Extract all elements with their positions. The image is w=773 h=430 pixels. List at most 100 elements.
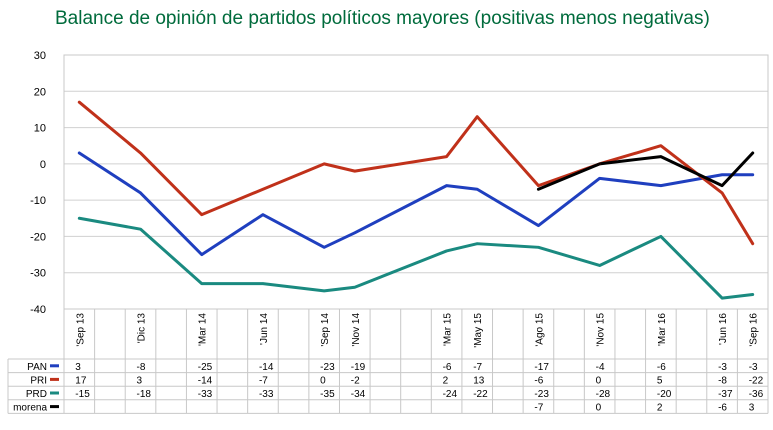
table-value: 3 bbox=[137, 375, 143, 386]
y-tick-label: 0 bbox=[40, 159, 46, 171]
x-tick-label: 'Sep 13 bbox=[75, 313, 86, 347]
legend-swatch-prd bbox=[50, 391, 59, 395]
y-tick-label: 10 bbox=[34, 123, 46, 135]
data-point-pan bbox=[353, 231, 356, 234]
data-point-prd bbox=[353, 286, 356, 289]
data-point-morena bbox=[751, 151, 754, 155]
data-point-pan bbox=[537, 224, 540, 227]
data-point-prd bbox=[537, 246, 540, 249]
table-value: -6 bbox=[534, 375, 543, 386]
table-value: 0 bbox=[596, 403, 602, 414]
table-value: -14 bbox=[259, 362, 274, 373]
table-value: -23 bbox=[534, 389, 549, 400]
x-tick-label: 'Sep 14 bbox=[320, 313, 331, 347]
data-point-pan bbox=[78, 151, 81, 155]
table-value: -23 bbox=[320, 362, 335, 373]
y-tick-label: 20 bbox=[34, 86, 46, 98]
y-tick-label: 30 bbox=[34, 50, 46, 62]
table-value: -8 bbox=[718, 375, 727, 386]
data-point-prd bbox=[598, 264, 601, 267]
table-value: -22 bbox=[473, 389, 488, 400]
table-value: -15 bbox=[75, 389, 90, 400]
table-value: -6 bbox=[718, 403, 727, 414]
x-tick-label: 'Dic 13 bbox=[137, 313, 148, 344]
table-value: 2 bbox=[657, 403, 663, 414]
table-value: -25 bbox=[198, 362, 213, 373]
data-point-pri bbox=[445, 155, 448, 158]
data-point-pri bbox=[476, 115, 479, 118]
data-point-prd bbox=[200, 282, 203, 285]
data-point-prd bbox=[139, 227, 142, 231]
chart-title: Balance de opinión de partidos políticos… bbox=[55, 8, 710, 29]
table-value: 0 bbox=[320, 375, 326, 386]
data-point-pri bbox=[78, 100, 81, 104]
x-tick-label: 'Jun 14 bbox=[259, 313, 270, 345]
data-point-pan bbox=[200, 253, 203, 256]
data-point-prd bbox=[445, 249, 448, 253]
table-value: -18 bbox=[137, 389, 152, 400]
data-point-pri bbox=[261, 188, 265, 191]
table-value: -8 bbox=[137, 362, 146, 373]
table-value: -7 bbox=[473, 362, 482, 373]
data-point-morena bbox=[659, 155, 663, 158]
data-point-prd bbox=[476, 242, 479, 245]
table-value: 0 bbox=[596, 375, 602, 386]
data-point-pri bbox=[537, 184, 540, 187]
legend-swatch-pri bbox=[50, 377, 59, 381]
table-value: 13 bbox=[473, 375, 485, 386]
x-tick-label: 'May 15 bbox=[473, 313, 484, 348]
x-tick-label: 'Mar 16 bbox=[657, 313, 668, 346]
y-tick-label: -10 bbox=[30, 195, 46, 207]
data-point-pri bbox=[139, 151, 142, 155]
table-value: -24 bbox=[443, 389, 458, 400]
table-value: -7 bbox=[259, 375, 268, 386]
y-tick-label: -30 bbox=[30, 268, 46, 280]
data-point-pan bbox=[445, 184, 448, 187]
table-value: -22 bbox=[749, 375, 764, 386]
table-value: -37 bbox=[718, 389, 733, 400]
data-point-pan bbox=[476, 188, 479, 191]
x-tick-label: 'Sep 16 bbox=[749, 313, 760, 347]
plot-frame bbox=[63, 54, 769, 310]
table-value: -3 bbox=[749, 362, 758, 373]
data-point-pan bbox=[659, 184, 663, 187]
data-point-pri bbox=[751, 242, 754, 245]
table-value: -3 bbox=[718, 362, 727, 373]
legend-label-prd: PRD bbox=[26, 389, 47, 400]
x-tick-label: 'Mar 15 bbox=[443, 313, 454, 346]
table-value: -14 bbox=[198, 375, 213, 386]
x-tick-label: 'Nov 14 bbox=[351, 313, 362, 347]
data-point-prd bbox=[261, 282, 265, 285]
y-tick-label: -20 bbox=[30, 231, 46, 243]
data-point-pan bbox=[261, 213, 265, 216]
series-line-pri bbox=[77, 100, 755, 246]
y-tick-label: -40 bbox=[30, 304, 46, 316]
data-point-pri bbox=[353, 169, 356, 173]
legend-label-pri: PRI bbox=[30, 375, 47, 386]
table-value: -17 bbox=[534, 362, 549, 373]
data-point-morena bbox=[720, 184, 724, 187]
legend-label-morena: morena bbox=[13, 403, 47, 414]
data-point-prd bbox=[751, 293, 754, 296]
table-value: -34 bbox=[351, 389, 366, 400]
table-value: -19 bbox=[351, 362, 366, 373]
table-value: 17 bbox=[75, 375, 87, 386]
data-point-pan bbox=[139, 191, 142, 195]
x-tick-label: 'Mar 14 bbox=[198, 313, 209, 346]
data-point-pri bbox=[720, 191, 724, 195]
series-line-prd bbox=[77, 216, 755, 300]
table-value: -7 bbox=[534, 403, 543, 414]
data-point-prd bbox=[78, 217, 81, 220]
table-value: 3 bbox=[75, 362, 81, 373]
table-value: 3 bbox=[749, 403, 755, 414]
data-point-prd bbox=[720, 296, 724, 300]
x-tick-label: 'Nov 15 bbox=[596, 313, 607, 347]
table-value: -36 bbox=[749, 389, 764, 400]
legend-swatch-pan bbox=[50, 364, 59, 368]
table-value: -2 bbox=[351, 375, 360, 386]
data-point-pan bbox=[751, 173, 754, 176]
data-point-prd bbox=[322, 289, 326, 293]
table-value: -33 bbox=[198, 389, 213, 400]
data-point-pri bbox=[200, 213, 203, 216]
